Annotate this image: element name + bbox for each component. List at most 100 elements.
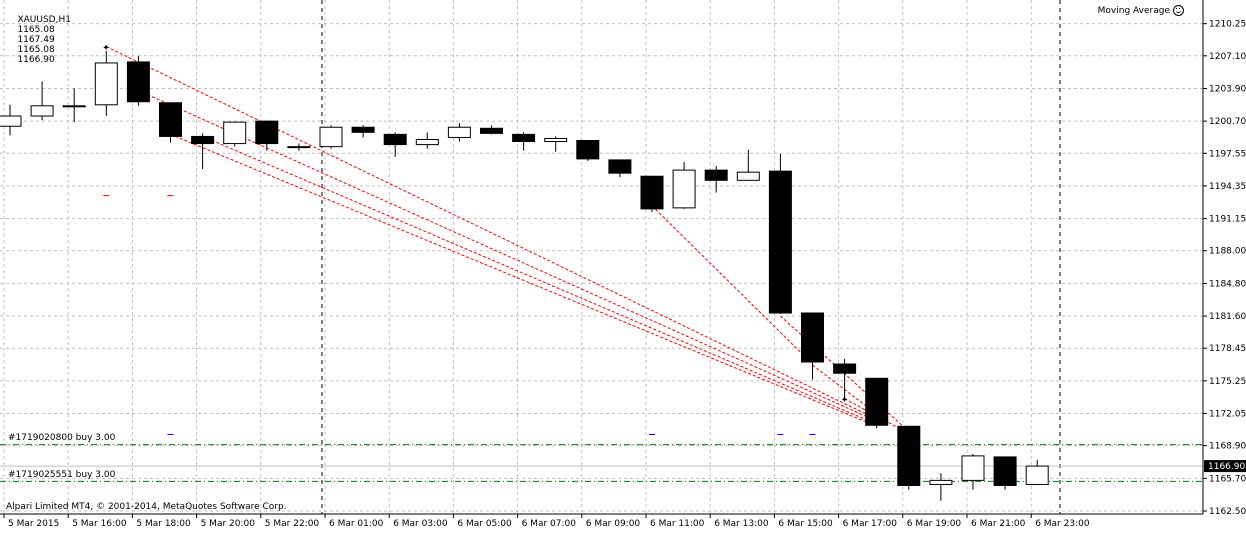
symbol-label: XAUUSD,H1 [17, 15, 71, 25]
candle-body [929, 479, 953, 485]
y-tick-label: 1168.90 [1209, 442, 1246, 452]
trade-arrow-marker: ✦ [841, 396, 849, 406]
candle [672, 161, 696, 209]
trade-arrow-marker: ✦ [102, 44, 110, 54]
candle-body [640, 175, 664, 210]
x-tick-label: 5 Mar 2015 [8, 519, 59, 529]
candle-body [801, 312, 824, 363]
trade-line [202, 135, 877, 425]
candle-body [993, 456, 1017, 486]
x-tick-label: 6 Mar 23:00 [1035, 519, 1090, 529]
time-axis: 5 Mar 2015 5 Mar 16:00 5 Mar 18:00 5 Mar 20… [3, 514, 1090, 529]
candle-body [768, 170, 792, 314]
candle-body [159, 102, 182, 137]
trade-line [106, 46, 877, 420]
candle-body [383, 133, 407, 146]
order-label-1: #1719020800 buy 3.00 [8, 433, 116, 443]
candle-body [351, 126, 375, 133]
y-tick-label: 1188.00 [1209, 247, 1246, 257]
candle-body [833, 363, 857, 374]
candle [865, 377, 889, 429]
price-tag-label: 1166.90 [1208, 462, 1245, 472]
x-tick-label: 6 Mar 21:00 [971, 519, 1026, 529]
indicator-label[interactable]: Moving Average [1098, 5, 1184, 16]
symbol-ohlc-header: XAUUSD,H1 1165.08 1167.49 1165.08 1166.9… [6, 5, 75, 75]
y-tick-label: 1172.05 [1209, 410, 1246, 420]
smiley-icon [1173, 5, 1184, 16]
candle-body [30, 105, 54, 117]
candle-body [512, 133, 536, 143]
candle [30, 81, 54, 121]
candle [897, 425, 921, 490]
candle [255, 120, 279, 151]
y-tick-label: 1184.80 [1209, 279, 1246, 289]
price-tag-box [1204, 460, 1246, 473]
candle-body [447, 126, 471, 138]
x-tick-label: 6 Mar 05:00 [457, 519, 512, 529]
candle-body [0, 115, 22, 127]
candle [287, 143, 311, 151]
x-tick-label: 5 Mar 22:00 [265, 519, 320, 529]
candle [512, 132, 536, 151]
candle-body [1025, 465, 1049, 485]
candle [480, 125, 503, 135]
x-tick-label: 5 Mar 18:00 [136, 519, 191, 529]
candle [576, 140, 600, 161]
candle-body [736, 171, 760, 181]
candle [383, 132, 407, 157]
candle [1025, 459, 1049, 485]
x-tick-label: 5 Mar 20:00 [201, 519, 256, 529]
candle-body [672, 169, 696, 209]
candle [608, 159, 632, 178]
candle-body [704, 169, 728, 181]
period-separators [321, 0, 1061, 514]
x-tick-label: 6 Mar 17:00 [843, 519, 898, 529]
candle [94, 50, 118, 117]
candle [62, 88, 86, 123]
candle-body [223, 121, 247, 145]
candle [544, 136, 568, 152]
x-tick-label: 6 Mar 09:00 [586, 519, 641, 529]
candle [319, 125, 343, 149]
y-tick-label: 1165.70 [1209, 474, 1246, 484]
candle [640, 175, 664, 212]
order-label-2: #1719025551 buy 3.00 [8, 470, 116, 480]
y-tick-label: 1207.10 [1209, 52, 1246, 62]
candles [0, 50, 1049, 501]
candle-body [191, 135, 215, 145]
x-tick-label: 5 Mar 16:00 [72, 519, 127, 529]
trade-markers: ✦✦ [102, 44, 849, 435]
candle-body [319, 126, 343, 148]
candle-body [126, 61, 150, 103]
x-tick-label: 6 Mar 03:00 [393, 519, 448, 529]
x-tick-label: 6 Mar 13:00 [714, 519, 769, 529]
candle-body [961, 455, 985, 481]
y-tick-label: 1181.60 [1209, 312, 1246, 322]
current-price-tag: 1166.90 [1204, 460, 1246, 473]
indicator-name: Moving Average [1097, 5, 1170, 16]
candle [191, 133, 215, 170]
x-tick-label: 6 Mar 11:00 [650, 519, 705, 529]
copyright-text: Alpari Limited MT4, © 2001-2014, MetaQuo… [6, 502, 287, 512]
low-value: 1165.08 [17, 45, 55, 55]
trade-line [170, 133, 877, 427]
candle [704, 166, 728, 193]
candle [0, 104, 22, 136]
price-axis: 1210.25 1207.10 1203.90 1200.70 1197.55 1194.… [1203, 20, 1246, 517]
y-tick-label: 1191.15 [1209, 215, 1246, 225]
high-value: 1167.49 [17, 35, 55, 45]
candle-body [897, 425, 921, 486]
y-tick-label: 1210.25 [1209, 20, 1246, 30]
candle [801, 312, 824, 380]
candle-body [865, 377, 889, 426]
x-tick-label: 6 Mar 07:00 [522, 519, 577, 529]
y-tick-label: 1162.50 [1209, 507, 1246, 517]
open-value: 1165.08 [17, 25, 55, 35]
candle [961, 453, 985, 490]
candle [415, 132, 439, 149]
y-tick-label: 1200.70 [1209, 117, 1246, 127]
y-tick-label: 1178.45 [1209, 344, 1246, 354]
candle [833, 358, 857, 400]
